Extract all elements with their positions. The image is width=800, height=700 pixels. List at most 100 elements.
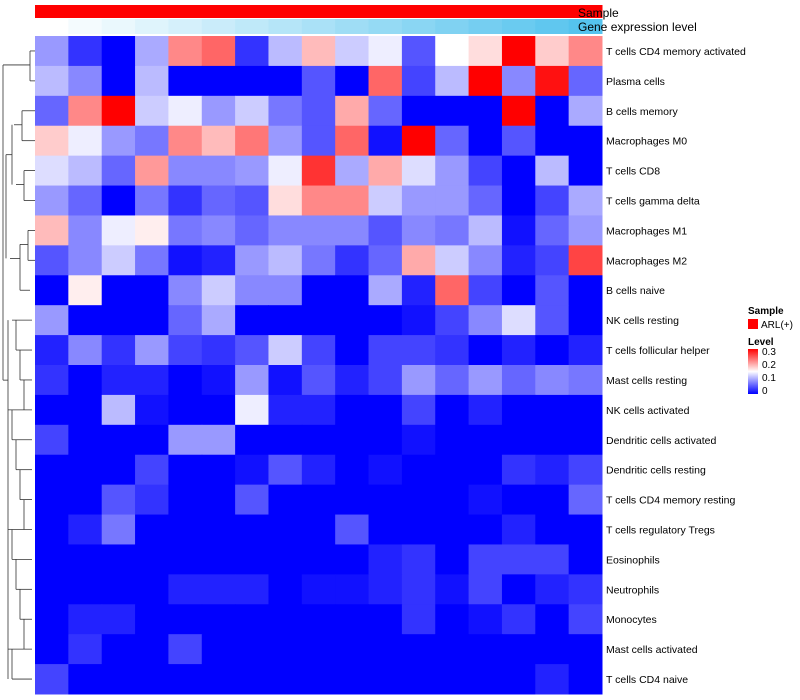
heatmap-cell <box>235 125 269 157</box>
heatmap-cell <box>268 604 303 635</box>
heatmap-cell <box>101 245 136 276</box>
heatmap-cell <box>35 394 69 426</box>
heatmap-cell <box>168 215 203 246</box>
heatmap-cell <box>435 424 470 456</box>
heatmap-cell <box>568 155 603 187</box>
heatmap-cell <box>268 514 303 545</box>
heatmap-cell <box>535 65 570 97</box>
heatmap-cell <box>535 305 570 336</box>
heatmap-cell <box>135 275 169 306</box>
heatmap-cell <box>568 215 603 246</box>
heatmap-cell <box>101 95 136 127</box>
heatmap-cell <box>68 36 103 67</box>
row-dendrogram <box>2 50 35 680</box>
heatmap-cell <box>468 335 503 366</box>
annotation-cell-expression <box>535 19 570 34</box>
heatmap-cell <box>168 394 203 426</box>
legend-sample-swatch <box>748 319 758 329</box>
heatmap-cell <box>468 664 503 695</box>
heatmap-cell <box>568 484 603 516</box>
heatmap-cell <box>468 185 503 216</box>
row-label: T cells regulatory Tregs <box>606 525 715 537</box>
annotation-cell-expression <box>235 19 269 34</box>
heatmap-cells <box>35 36 603 695</box>
heatmap-cell <box>68 305 103 336</box>
annotation-cell-expression <box>401 19 436 34</box>
heatmap-cell <box>101 335 136 366</box>
heatmap-cell <box>535 484 570 516</box>
heatmap-cell <box>401 36 436 67</box>
heatmap-cell <box>235 394 269 426</box>
heatmap-cell <box>301 185 336 216</box>
annotation-cell-expression <box>501 19 536 34</box>
heatmap-cell <box>435 65 470 97</box>
heatmap-cell <box>201 245 236 276</box>
heatmap-cell <box>501 484 536 516</box>
heatmap-cell <box>335 95 370 127</box>
heatmap-cell <box>568 275 603 306</box>
annotation-cell-expression <box>135 19 169 34</box>
heatmap-cell <box>135 215 169 246</box>
heatmap-cell <box>101 215 136 246</box>
heatmap-cell <box>335 65 370 97</box>
heatmap-cell <box>168 95 203 127</box>
heatmap-cell <box>301 95 336 127</box>
row-label: T cells CD8 <box>606 166 660 178</box>
heatmap-cell <box>68 65 103 97</box>
heatmap-cell <box>235 335 269 366</box>
heatmap-cell <box>335 454 370 486</box>
heatmap-cell <box>301 424 336 456</box>
heatmap-cell <box>268 215 303 246</box>
heatmap-cell <box>101 365 136 396</box>
legend-level-tick: 0 <box>762 386 768 397</box>
annotation-cell-expression <box>201 19 236 34</box>
heatmap-cell <box>168 305 203 336</box>
heatmap-cell <box>301 544 336 575</box>
heatmap-cell <box>68 275 103 306</box>
heatmap-cell <box>568 634 603 665</box>
heatmap-cell <box>135 604 169 635</box>
heatmap-cell <box>468 215 503 246</box>
heatmap-cell <box>435 125 470 157</box>
heatmap-cell <box>68 604 103 635</box>
heatmap-cell <box>201 365 236 396</box>
heatmap-cell <box>168 514 203 545</box>
heatmap-cell <box>168 604 203 635</box>
heatmap-cell <box>301 574 336 605</box>
heatmap-cell <box>201 275 236 306</box>
heatmap-cell <box>68 544 103 575</box>
heatmap-cell <box>335 335 370 366</box>
heatmap-cell <box>401 65 436 97</box>
heatmap-cell <box>435 664 470 695</box>
heatmap-cell <box>535 155 570 187</box>
heatmap-cell <box>501 574 536 605</box>
heatmap-cell <box>568 454 603 486</box>
heatmap-cell <box>235 574 269 605</box>
heatmap-cell <box>335 604 370 635</box>
heatmap-cell <box>35 65 69 97</box>
heatmap-cell <box>335 574 370 605</box>
heatmap-cell <box>435 215 470 246</box>
heatmap-cell <box>468 514 503 545</box>
heatmap-cell <box>568 65 603 97</box>
row-label: B cells memory <box>606 106 679 118</box>
legend: Sample ARL(+) Level 0.3 0.2 0.1 0 <box>748 306 793 397</box>
row-label: T cells follicular helper <box>606 345 710 357</box>
heatmap-cell <box>468 65 503 97</box>
heatmap-cell <box>135 484 169 516</box>
heatmap-cell <box>335 424 370 456</box>
heatmap-cell <box>101 454 136 486</box>
heatmap-cell <box>35 305 69 336</box>
row-label: T cells CD4 memory resting <box>606 495 735 507</box>
annotation-label-sample: Sample <box>578 6 619 20</box>
heatmap-cell <box>101 65 136 97</box>
heatmap-cell <box>135 424 169 456</box>
heatmap-cell <box>535 215 570 246</box>
annotation-bar-sample <box>35 5 603 18</box>
heatmap-cell <box>235 155 269 187</box>
heatmap-cell <box>468 365 503 396</box>
heatmap-cell <box>168 454 203 486</box>
heatmap-cell <box>501 125 536 157</box>
heatmap-cell <box>135 155 169 187</box>
heatmap-cell <box>568 245 603 276</box>
